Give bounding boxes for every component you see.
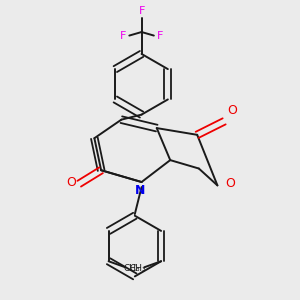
Text: N: N — [135, 184, 145, 197]
Text: CH₃: CH₃ — [130, 264, 146, 273]
Text: O: O — [66, 176, 76, 188]
Text: F: F — [157, 31, 163, 40]
Text: F: F — [138, 6, 145, 16]
Text: F: F — [120, 31, 127, 40]
Text: CH₃: CH₃ — [124, 264, 140, 273]
Text: O: O — [227, 104, 237, 117]
Text: O: O — [225, 177, 235, 190]
